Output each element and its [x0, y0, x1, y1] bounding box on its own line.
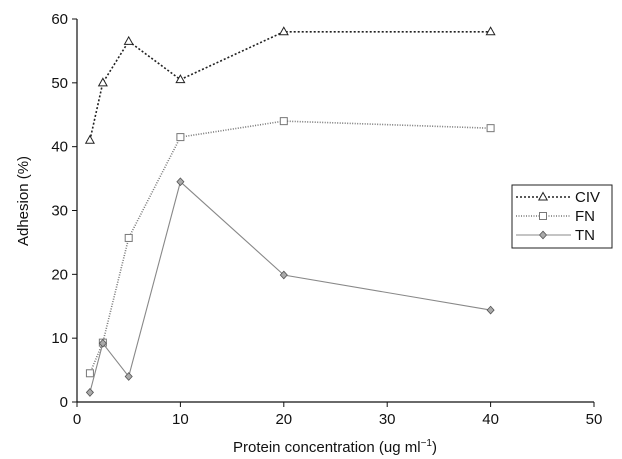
legend: CIV FN TN — [511, 184, 613, 249]
x-axis-title-main: Protein concentration (ug ml — [233, 439, 421, 456]
legend-label-fn: FN — [575, 208, 595, 225]
triangle-marker-civ — [123, 35, 134, 45]
series-tn — [85, 177, 495, 397]
y-tick-label: 60 — [51, 11, 68, 28]
x-tick-label: 20 — [275, 411, 292, 428]
x-axis-title-superscript: −1 — [421, 438, 433, 449]
x-tick-label: 10 — [172, 411, 189, 428]
x-tick-label: 40 — [482, 411, 499, 428]
legend-item-tn: TN — [516, 227, 595, 244]
triangle-marker-civ — [84, 134, 95, 144]
y-tick-label: 10 — [51, 330, 68, 347]
legend-item-fn: FN — [516, 208, 595, 225]
diamond-marker-tn — [176, 177, 185, 187]
diamond-marker-tn — [85, 388, 94, 397]
legend-label-civ: CIV — [575, 189, 600, 206]
plot-area: 0 10 20 30 40 50 0 10 20 30 40 50 60 — [51, 11, 602, 428]
square-marker-fn — [486, 124, 495, 133]
triangle-marker-civ — [175, 74, 186, 84]
y-tick-label: 50 — [51, 75, 68, 92]
diamond-marker-tn — [98, 338, 107, 348]
y-tick-label: 30 — [51, 203, 68, 220]
series-civ — [84, 26, 496, 144]
triangle-marker-legend-civ — [537, 191, 549, 201]
x-tick-label: 50 — [586, 411, 603, 428]
series-line-civ — [89, 30, 491, 141]
y-axis-title: Adhesion (%) — [15, 156, 32, 246]
x-axis-title: Protein concentration (ug ml−1) — [233, 438, 437, 456]
y-tick-label: 0 — [60, 394, 68, 411]
triangle-marker-civ — [97, 77, 108, 87]
y-tick-label: 20 — [51, 266, 68, 283]
series-fn — [85, 117, 495, 378]
square-marker-legend-fn — [539, 212, 547, 220]
diamond-marker-tn — [279, 270, 288, 280]
series-line-fn — [89, 120, 491, 374]
legend-item-civ: CIV — [516, 189, 600, 206]
y-tick-label: 40 — [51, 139, 68, 156]
diamond-marker-tn — [486, 305, 495, 315]
square-marker-fn — [124, 233, 133, 242]
x-axis-ticks: 0 10 20 30 40 50 — [73, 402, 603, 428]
series-line-tn — [89, 180, 491, 393]
square-marker-fn — [85, 369, 94, 378]
square-marker-fn — [176, 133, 185, 142]
x-tick-label: 0 — [73, 411, 81, 428]
diamond-marker-legend-tn — [538, 230, 548, 240]
x-axis-title-close: ) — [432, 439, 437, 456]
triangle-marker-civ — [485, 26, 496, 36]
diamond-marker-tn — [124, 372, 133, 381]
series-layer — [84, 26, 496, 397]
triangle-marker-civ — [278, 26, 289, 36]
x-tick-label: 30 — [379, 411, 396, 428]
square-marker-fn — [279, 117, 288, 126]
y-axis-ticks: 0 10 20 30 40 50 60 — [51, 11, 77, 411]
legend-label-tn: TN — [575, 227, 595, 244]
